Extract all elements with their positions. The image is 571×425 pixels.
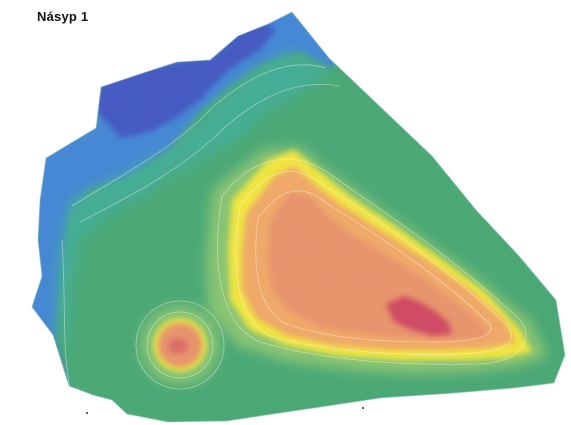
survey-marker: [86, 412, 88, 414]
survey-marker: [362, 407, 364, 409]
map-title: Násyp 1: [37, 9, 89, 24]
mound-outline: [31, 11, 566, 423]
